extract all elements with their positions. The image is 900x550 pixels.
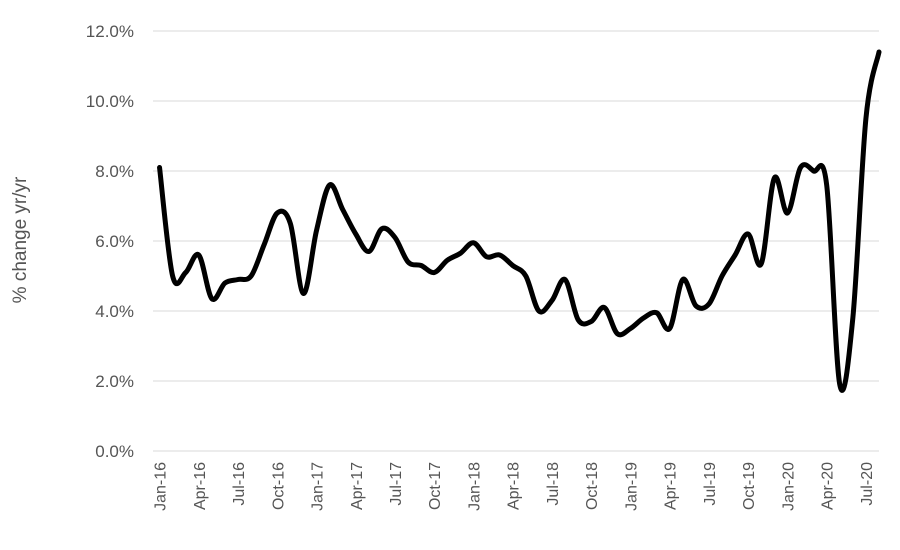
x-tick-label: Apr-20 xyxy=(820,462,837,510)
x-tick-label: Jul-16 xyxy=(231,462,248,506)
y-tick-label: 6.0% xyxy=(95,232,134,251)
data-point xyxy=(615,331,620,336)
x-tick-label: Oct-17 xyxy=(427,462,444,510)
data-point xyxy=(458,251,463,256)
data-point xyxy=(576,317,581,322)
y-tick-label: 2.0% xyxy=(95,372,134,391)
x-tick-label: Oct-16 xyxy=(270,462,287,510)
y-tick-label: 8.0% xyxy=(95,162,134,181)
data-point xyxy=(877,50,881,54)
data-point xyxy=(340,207,345,212)
data-point xyxy=(746,232,751,236)
data-point xyxy=(510,263,515,268)
gridlines xyxy=(153,30,879,452)
data-point xyxy=(327,183,332,187)
x-tick-label: Apr-17 xyxy=(349,462,366,510)
data-point xyxy=(798,165,803,170)
y-tick-label: 4.0% xyxy=(95,302,134,321)
data-point xyxy=(497,253,502,257)
x-tick-label: Apr-16 xyxy=(192,462,209,510)
data-point xyxy=(772,176,777,180)
data-point xyxy=(589,319,594,324)
x-tick-label: Jan-16 xyxy=(153,462,170,511)
data-point xyxy=(863,116,868,121)
x-tick-label: Jul-19 xyxy=(702,462,719,506)
data-point xyxy=(379,226,384,231)
y-tick-label: 12.0% xyxy=(86,22,134,41)
data-point xyxy=(406,260,411,264)
data-point xyxy=(301,291,306,296)
x-tick-label: Oct-19 xyxy=(741,462,758,510)
data-point xyxy=(706,302,711,306)
data-point xyxy=(236,277,241,282)
data-point xyxy=(549,298,554,303)
data-point xyxy=(733,253,738,257)
data-point xyxy=(419,263,424,268)
x-tick-label: Apr-18 xyxy=(506,462,523,510)
y-axis-label: % change yr/yr xyxy=(10,176,31,303)
data-point xyxy=(837,382,842,387)
data-point xyxy=(785,211,790,215)
series-layer xyxy=(157,49,882,393)
data-points xyxy=(157,50,881,387)
data-point xyxy=(275,211,280,215)
data-point xyxy=(249,274,254,278)
data-point xyxy=(157,165,162,170)
x-tick-label: Jul-20 xyxy=(859,462,876,506)
x-tick-label: Jan-19 xyxy=(623,462,640,511)
data-point xyxy=(811,169,816,173)
data-point xyxy=(667,326,672,331)
data-point xyxy=(680,277,685,282)
y-axis-ticks: 0.0% 2.0% 4.0% 6.0% 8.0% 10.0% 12.0% xyxy=(86,22,134,461)
x-tick-label: Jan-17 xyxy=(310,462,327,511)
data-point xyxy=(393,235,397,240)
data-point xyxy=(641,316,646,320)
data-point xyxy=(824,183,829,187)
data-point xyxy=(602,305,607,310)
data-point xyxy=(288,221,293,226)
y-tick-label: 0.0% xyxy=(95,442,134,461)
y-tick-label: 10.0% xyxy=(86,92,134,111)
data-point xyxy=(196,253,201,257)
data-point xyxy=(353,232,358,236)
data-point xyxy=(536,309,541,313)
data-point xyxy=(366,249,371,254)
data-point xyxy=(209,296,214,301)
data-point xyxy=(222,281,227,285)
x-tick-label: Apr-19 xyxy=(663,462,680,510)
data-point xyxy=(170,274,175,278)
data-point xyxy=(314,228,319,233)
data-point xyxy=(720,274,725,278)
data-point xyxy=(262,242,267,247)
x-tick-label: Jan-20 xyxy=(780,462,797,511)
data-point xyxy=(563,277,568,282)
data-point xyxy=(654,310,659,315)
x-tick-label: Jul-17 xyxy=(388,462,405,506)
data-point xyxy=(759,261,764,266)
data-point xyxy=(484,254,489,259)
data-point xyxy=(432,270,437,275)
series-line xyxy=(157,49,882,393)
data-point xyxy=(628,326,633,331)
x-tick-label: Jul-18 xyxy=(545,462,562,506)
data-point xyxy=(183,270,188,275)
data-point xyxy=(523,274,528,278)
x-tick-label: Oct-18 xyxy=(584,462,601,510)
data-point xyxy=(850,316,855,320)
data-point xyxy=(693,303,698,308)
x-tick-label: Jan-18 xyxy=(466,462,483,511)
x-axis-ticks: Jan-16 Apr-16 Jul-16 Oct-16 Jan-17 Apr-17 Jul-… xyxy=(153,462,876,511)
data-point xyxy=(471,240,476,245)
data-point xyxy=(445,258,450,263)
